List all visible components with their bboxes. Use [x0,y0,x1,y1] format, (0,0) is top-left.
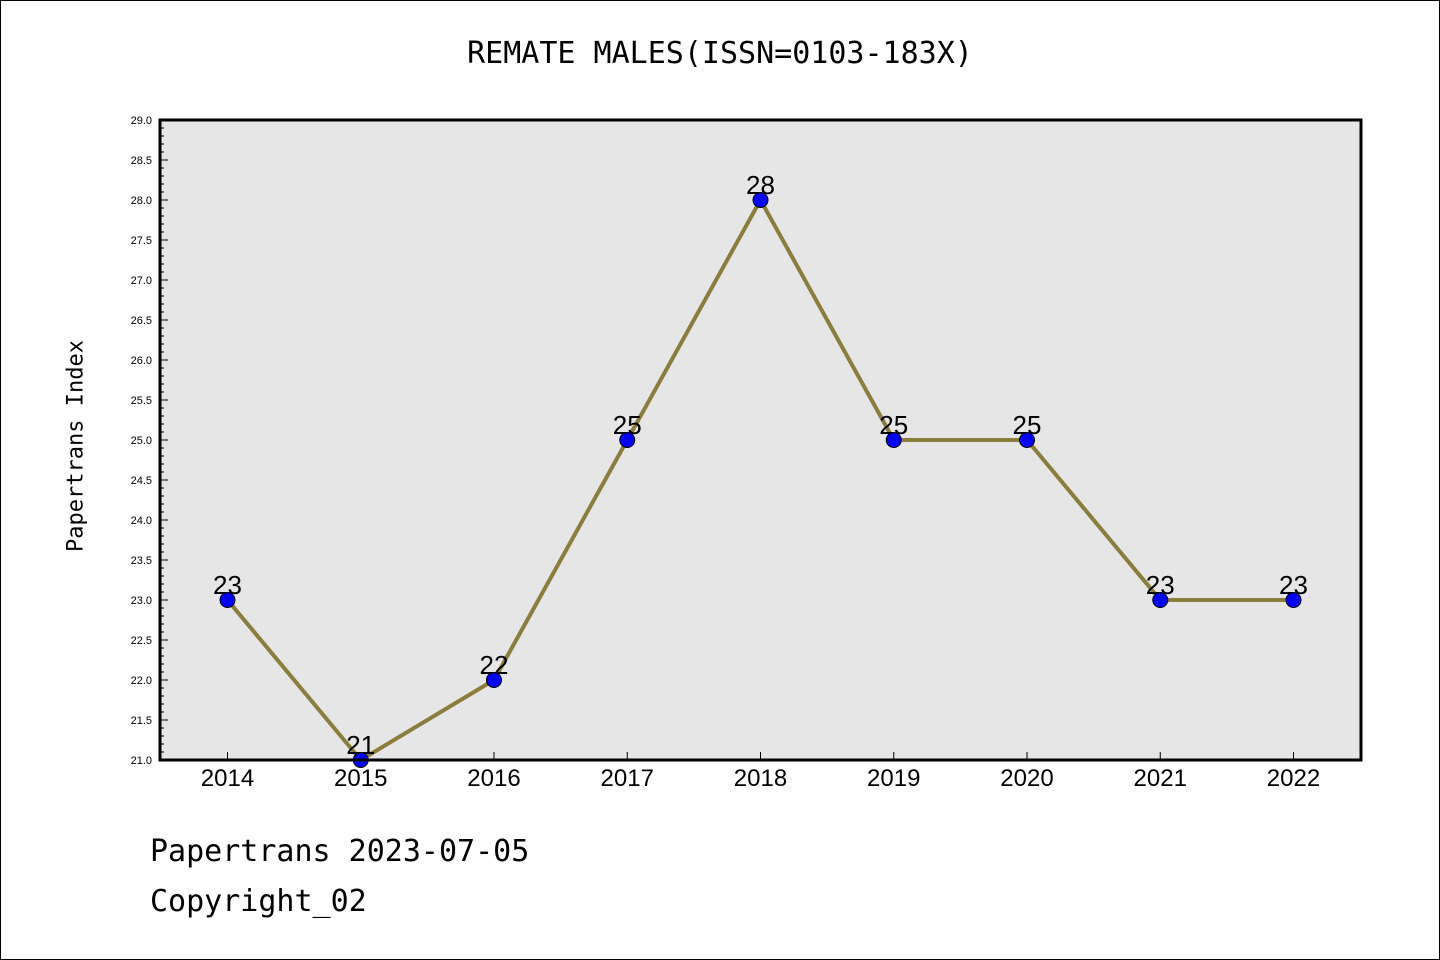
y-tick-label: 26.0 [131,355,152,367]
x-tick-label: 2022 [1267,765,1320,792]
data-label: 25 [613,410,642,440]
data-point [619,432,636,448]
series-layer: 23 21 22 25 28 25 25 23 23 [213,170,1308,768]
chart-title: REMATE MALES(ISSN=0103-183X) [467,36,973,71]
data-label: 23 [1279,570,1308,600]
data-point [752,192,769,208]
data-label: 23 [213,570,242,600]
x-tick-label: 2016 [467,765,520,792]
y-tick-label: 24.5 [131,475,152,487]
y-tick-label: 25.0 [131,435,152,447]
y-tick-label: 27.0 [131,275,152,287]
y-tick-label: 22.5 [131,635,152,647]
x-tick-label: 2014 [201,765,254,792]
data-point [486,672,502,688]
y-tick-label: 23.5 [131,555,152,567]
data-label: 25 [879,410,908,440]
data-label: 28 [746,170,775,200]
y-tick-label: 25.5 [131,395,152,407]
plot-border [158,118,1363,762]
data-label: 22 [480,650,509,680]
x-tick-label: 2017 [601,765,654,792]
y-tick-label: 21.5 [131,715,152,727]
x-tick-label: 2018 [734,765,787,792]
x-tick-label: 2021 [1134,765,1187,792]
data-label: 23 [1146,570,1175,600]
data-point [885,432,902,448]
data-point [1285,592,1302,608]
y-tick-label: 26.5 [131,315,152,327]
data-label: 25 [1013,410,1042,440]
footer-copyright: Copyright_02 [150,884,367,919]
y-tick-label: 21.0 [131,755,152,767]
y-tick-label: 22.0 [131,675,152,687]
y-tick-label: 27.5 [131,235,152,247]
y-tick-label: 24.0 [131,515,152,527]
data-point [219,592,236,608]
footer-date: Papertrans 2023-07-05 [150,834,530,869]
x-tick-label: 2020 [1000,765,1053,792]
x-tick-label: 2015 [334,765,387,792]
y-tick-label: 28.5 [131,155,152,167]
y-tick-label: 28.0 [131,195,152,207]
plot-area [160,120,1361,760]
data-point [1019,432,1035,448]
data-point [1152,592,1169,608]
x-axis: 2014 2015 2016 2017 2018 2019 2020 2021 2022 [201,752,1320,792]
data-label: 21 [346,730,375,760]
x-tick-label: 2019 [867,765,920,792]
y-tick-label: 29.0 [131,115,152,127]
y-tick-label: 23.0 [131,595,152,607]
